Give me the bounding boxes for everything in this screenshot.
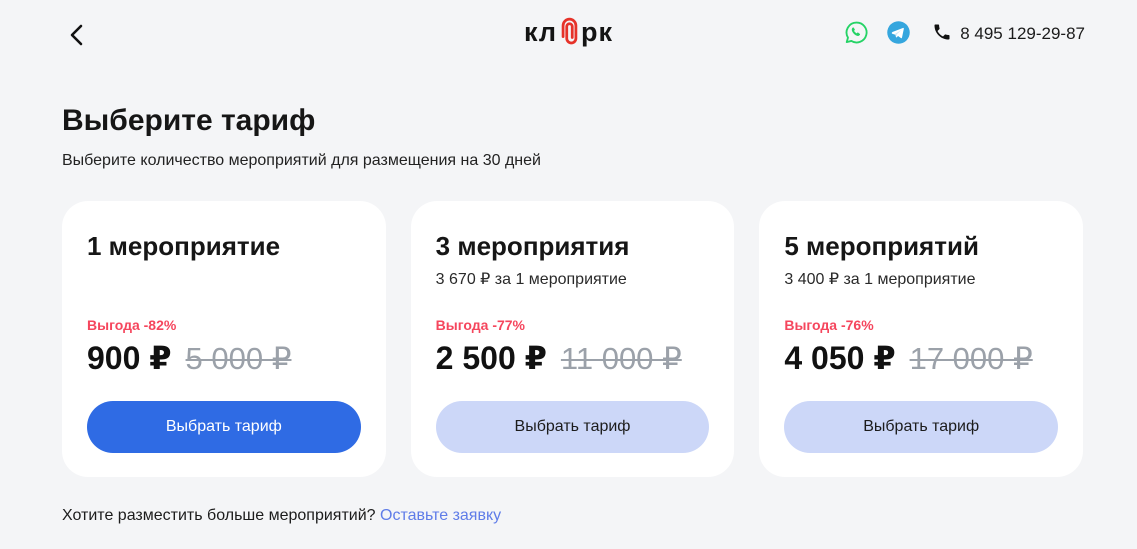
paperclip-icon [558, 16, 580, 48]
header: кл рк [0, 0, 1137, 72]
whatsapp-button[interactable] [842, 20, 870, 48]
select-tariff-button-1[interactable]: Выбрать тариф [87, 401, 361, 453]
tariff-card-1: 1 мероприятие Выгода -82% 900 ₽ 5 000 ₽ … [62, 201, 386, 477]
telegram-icon [885, 19, 912, 49]
price-row: 900 ₽ 5 000 ₽ [87, 339, 361, 377]
logo-text-right: рк [580, 16, 614, 47]
price-old: 5 000 ₽ [185, 341, 292, 376]
page-subtitle: Выберите количество мероприятий для разм… [62, 152, 541, 169]
tariff-title: 3 мероприятия [435, 231, 630, 261]
price-row: 2 500 ₽ 11 000 ₽ [436, 339, 710, 377]
phone-number: 8 495 129-29-87 [960, 24, 1085, 43]
tariff-card-5: 5 мероприятий 3 400 ₽ за 1 мероприятие В… [759, 201, 1084, 477]
tariff-card-3: 3 мероприятия 3 670 ₽ за 1 мероприятие В… [410, 201, 735, 477]
chevron-left-icon [69, 24, 84, 49]
leave-request-link[interactable]: Оставьте заявку [380, 507, 502, 524]
price-old: 17 000 ₽ [909, 341, 1033, 376]
tariff-title: 5 мероприятий [784, 231, 979, 261]
logo-text-left: кл [523, 16, 557, 47]
select-tariff-button-5[interactable]: Выбрать тариф [784, 401, 1059, 453]
header-contacts: 8 495 129-29-87 [842, 20, 1085, 48]
tariff-per-item: 3 670 ₽ за 1 мероприятие [435, 271, 627, 288]
tariff-title: 1 мероприятие [87, 231, 281, 261]
klerk-logo: кл рк [524, 16, 613, 48]
phone-icon [932, 22, 952, 47]
price-current: 2 500 ₽ [435, 340, 547, 376]
discount-badge: Выгода -76% [784, 317, 874, 333]
price-old: 11 000 ₽ [560, 341, 682, 376]
tariff-per-item [87, 269, 361, 289]
footer-text: Хотите разместить больше мероприятий? [62, 507, 376, 524]
discount-badge: Выгода -77% [435, 317, 525, 333]
price-current: 4 050 ₽ [784, 340, 896, 376]
whatsapp-icon [843, 19, 870, 49]
page-title: Выберите тариф [62, 104, 316, 137]
phone-contact[interactable]: 8 495 129-29-87 [932, 22, 1085, 47]
discount-badge: Выгода -82% [87, 317, 177, 333]
telegram-button[interactable] [884, 20, 912, 48]
tariff-per-item: 3 400 ₽ за 1 мероприятие [784, 271, 976, 288]
back-button[interactable] [58, 18, 94, 54]
price-current: 900 ₽ [87, 340, 172, 376]
tariff-cards: 1 мероприятие Выгода -82% 900 ₽ 5 000 ₽ … [62, 201, 1084, 477]
price-row: 4 050 ₽ 17 000 ₽ [784, 339, 1058, 377]
footer-note: Хотите разместить больше мероприятий? Ос… [62, 507, 1075, 525]
select-tariff-button-3[interactable]: Выбрать тариф [435, 401, 710, 453]
